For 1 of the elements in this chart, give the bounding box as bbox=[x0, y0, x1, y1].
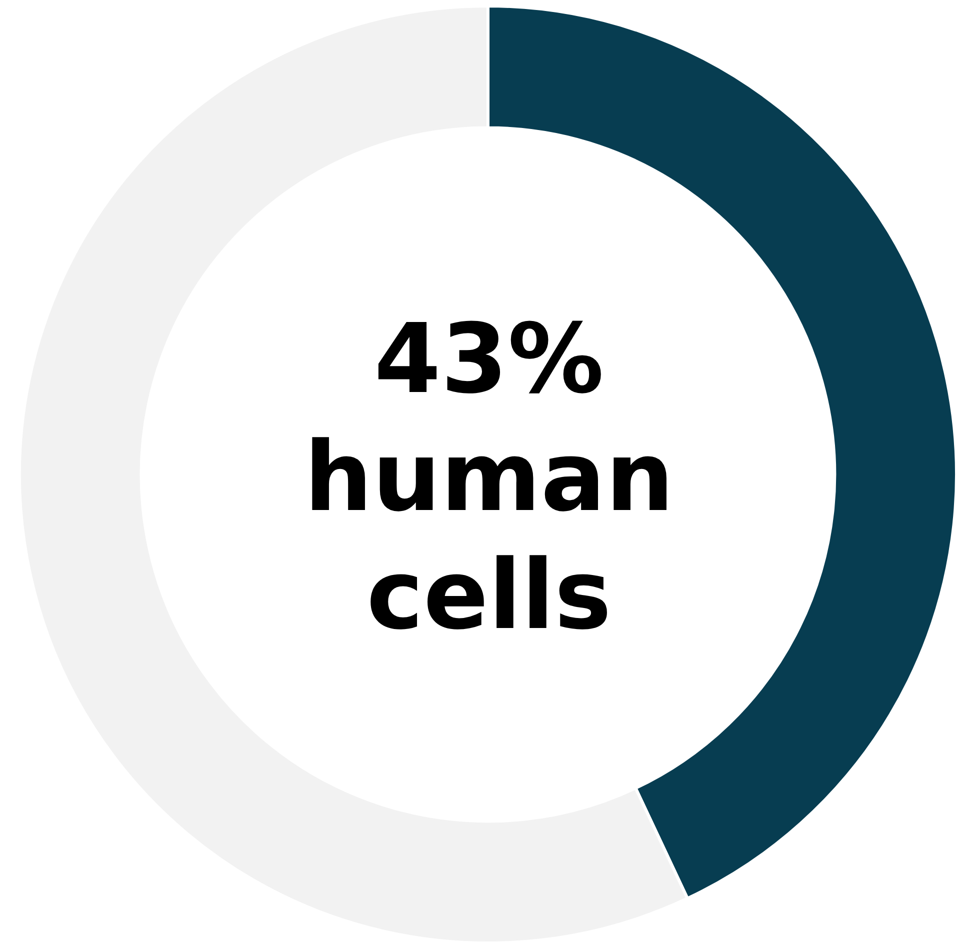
text: 43% human cells bbox=[303, 302, 675, 653]
